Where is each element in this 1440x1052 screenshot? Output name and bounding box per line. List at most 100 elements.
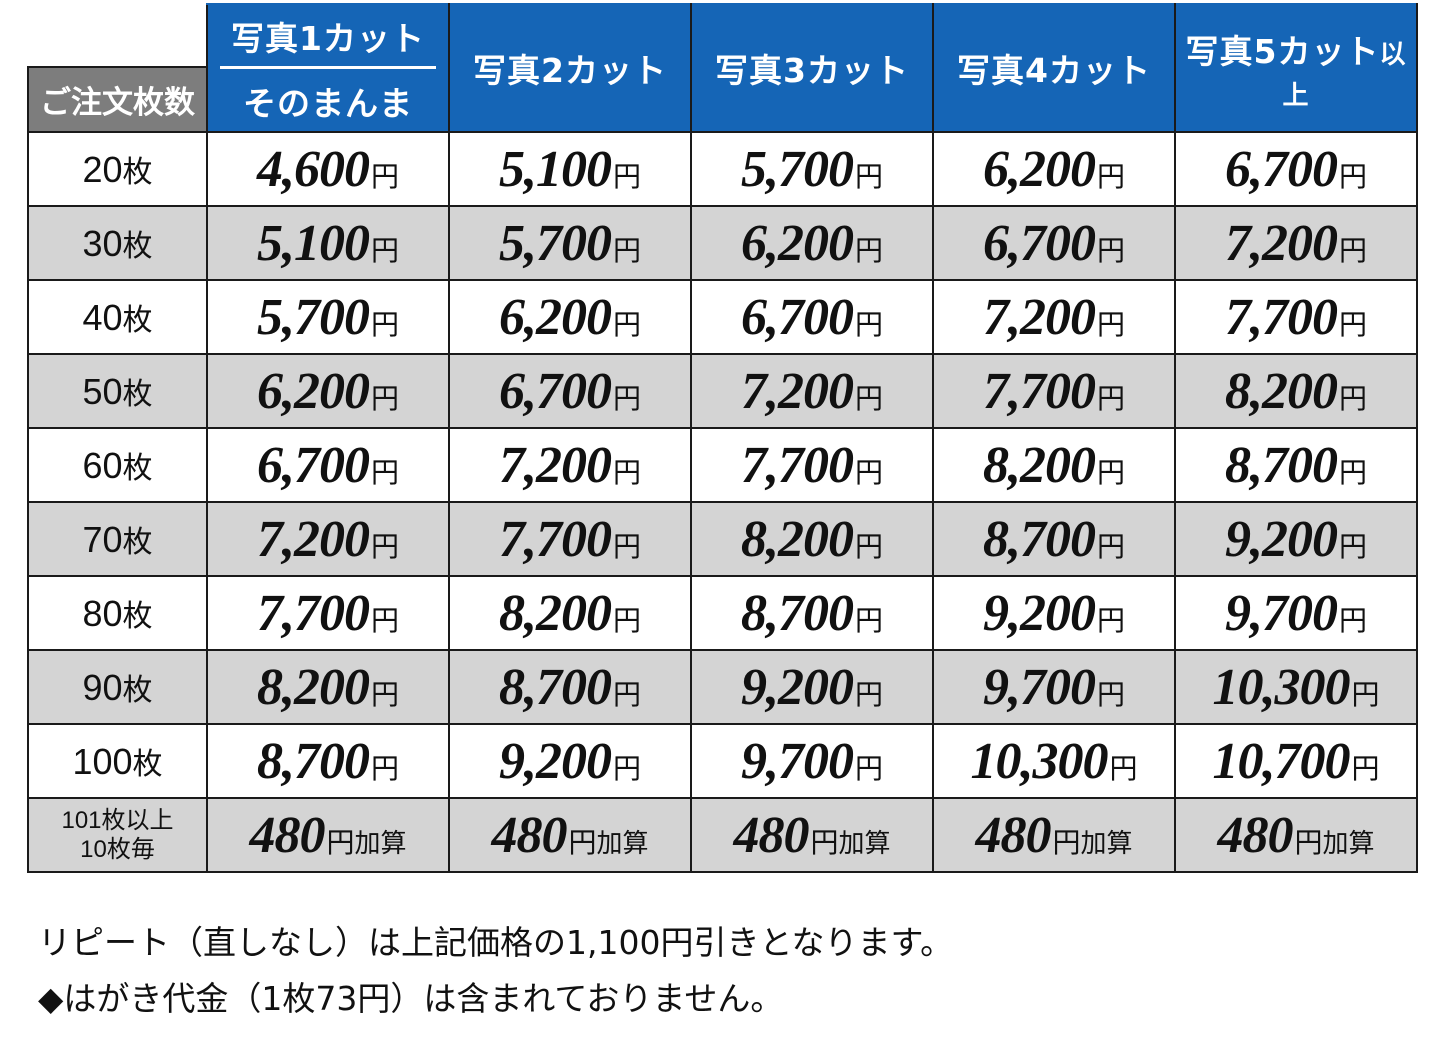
table-row: 100枚 8,700円 9,200円 9,700円 10,300円 10,700円 <box>27 723 1418 799</box>
price-value: 8,200 <box>740 510 854 568</box>
price-cell: 10,300円 <box>1174 649 1418 725</box>
price-yen: 円 <box>612 529 641 563</box>
price-cell: 6,200円 <box>206 353 450 429</box>
price-value: 7,200 <box>740 362 854 420</box>
quantity-unit: 枚 <box>132 747 163 782</box>
price-yen: 円 <box>854 455 883 489</box>
price-yen: 円 <box>612 603 641 637</box>
price-value: 8,700 <box>982 510 1096 568</box>
price-cell: 5,100円 <box>448 131 692 207</box>
price-cell: 6,200円 <box>932 131 1176 207</box>
price-yen: 円 <box>854 159 883 193</box>
price-cell: 7,200円 <box>932 279 1176 355</box>
quantity-value: 100 <box>72 741 133 782</box>
price-value: 6,700 <box>982 214 1096 272</box>
price-yen: 円 <box>612 381 641 415</box>
table-row: 50枚 6,200円 6,700円 7,200円 7,700円 8,200円 <box>27 353 1418 429</box>
price-cell: 8,200円 <box>1174 353 1418 429</box>
price-cell: 8,700円 <box>932 501 1176 577</box>
price-value: 8,200 <box>498 584 612 642</box>
price-yen: 円 <box>1096 603 1125 637</box>
price-yen: 円 <box>1096 455 1125 489</box>
price-yen: 円 <box>1351 677 1380 711</box>
price-table: 写真1カット そのまんま 写真2カット 写真3カット 写真4カット 写真5カット… <box>27 3 1418 873</box>
price-value: 9,200 <box>498 732 612 790</box>
table-row: 80枚 7,700円 8,200円 8,700円 9,200円 9,700円 <box>27 575 1418 651</box>
price-cell: 6,700円 <box>1174 131 1418 207</box>
price-cell: 9,700円 <box>932 649 1176 725</box>
price-cell: 8,200円 <box>932 427 1176 503</box>
quantity-cell: 60枚 <box>27 427 208 503</box>
column-header-5-label: 写真5カット <box>1185 31 1380 71</box>
price-cell: 6,200円 <box>448 279 692 355</box>
corner-cell <box>28 4 207 68</box>
extra-price-yen: 円 <box>1052 825 1081 859</box>
price-yen: 円 <box>370 529 399 563</box>
price-value: 9,200 <box>982 584 1096 642</box>
price-value: 5,700 <box>498 214 612 272</box>
price-yen: 円 <box>854 751 883 785</box>
price-value: 9,700 <box>1224 584 1338 642</box>
price-yen: 円 <box>854 677 883 711</box>
table-row: 20枚 4,600円 5,100円 5,700円 6,200円 6,700円 <box>27 131 1418 207</box>
quantity-value: 80 <box>82 593 123 634</box>
quantity-value: 90 <box>82 667 123 708</box>
quantity-unit: 枚 <box>122 229 153 264</box>
extra-price-cell: 480円加算 <box>690 797 934 873</box>
notes: リピート（直しなし）は上記価格の1,100円引きとなります。 ◆はがき代金（1枚… <box>38 915 953 1027</box>
price-yen: 円 <box>1096 529 1125 563</box>
extra-price-yen: 円 <box>810 825 839 859</box>
price-yen: 円 <box>370 307 399 341</box>
price-cell: 7,700円 <box>932 353 1176 429</box>
quantity-value: 30 <box>82 223 123 264</box>
extra-price-suffix: 加算 <box>838 828 891 859</box>
price-cell: 7,700円 <box>1174 279 1418 355</box>
note-postcard-fee: ◆はがき代金（1枚73円）は含まれておりません。 <box>38 979 784 1018</box>
price-yen: 円 <box>370 677 399 711</box>
price-cell: 9,200円 <box>690 649 934 725</box>
price-yen: 円 <box>612 677 641 711</box>
price-cell: 8,700円 <box>206 723 450 799</box>
extra-price-value: 480 <box>491 806 567 864</box>
price-yen: 円 <box>1351 751 1380 785</box>
price-yen: 円 <box>612 751 641 785</box>
column-header-1-divider <box>220 65 436 69</box>
extra-price-cell: 480円加算 <box>932 797 1176 873</box>
price-cell: 4,600円 <box>206 131 450 207</box>
price-value: 9,200 <box>1224 510 1338 568</box>
price-rows: 20枚 4,600円 5,100円 5,700円 6,200円 6,700円 30枚 5,10… <box>27 131 1418 799</box>
quantity-value: 40 <box>82 297 123 338</box>
quantity-cell: 30枚 <box>27 205 208 281</box>
price-value: 7,700 <box>498 510 612 568</box>
price-yen: 円 <box>854 529 883 563</box>
price-value: 6,200 <box>982 140 1096 198</box>
table-row: 90枚 8,200円 8,700円 9,200円 9,700円 10,300円 <box>27 649 1418 725</box>
price-cell: 6,700円 <box>932 205 1176 281</box>
price-value: 6,200 <box>498 288 612 346</box>
price-value: 6,200 <box>256 362 370 420</box>
price-yen: 円 <box>1338 455 1367 489</box>
price-value: 5,100 <box>256 214 370 272</box>
price-cell: 8,700円 <box>1174 427 1418 503</box>
price-cell: 7,200円 <box>1174 205 1418 281</box>
price-value: 10,700 <box>1212 732 1350 790</box>
price-cell: 8,700円 <box>448 649 692 725</box>
quantity-header: ご注文枚数 <box>27 66 208 133</box>
price-yen: 円 <box>1096 381 1125 415</box>
price-value: 8,700 <box>740 584 854 642</box>
price-yen: 円 <box>854 381 883 415</box>
column-header-2-label: 写真2カット <box>473 51 667 90</box>
price-value: 8,200 <box>256 658 370 716</box>
quantity-value: 20 <box>82 149 123 190</box>
price-yen: 円 <box>370 159 399 193</box>
price-cell: 7,200円 <box>448 427 692 503</box>
quantity-unit: 枚 <box>122 673 153 708</box>
table-row: 70枚 7,200円 7,700円 8,200円 8,700円 9,200円 <box>27 501 1418 577</box>
price-value: 5,700 <box>740 140 854 198</box>
extra-price-yen: 円 <box>326 825 355 859</box>
column-header-1-line2: そのまんま <box>243 83 413 123</box>
price-yen: 円 <box>854 233 883 267</box>
header-row-top: 写真1カット そのまんま 写真2カット 写真3カット 写真4カット 写真5カット… <box>28 3 1418 133</box>
price-value: 6,700 <box>256 436 370 494</box>
price-value: 8,700 <box>256 732 370 790</box>
